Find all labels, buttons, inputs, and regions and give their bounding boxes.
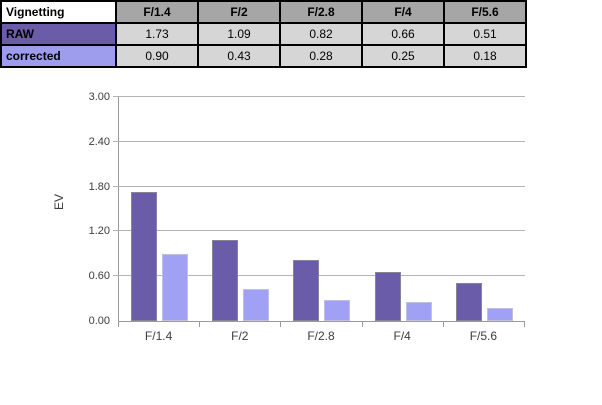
table-title: Vignetting <box>0 0 117 24</box>
bar-group-F/2.8 <box>281 97 362 321</box>
gridline <box>113 230 525 232</box>
x-tick-label: F/5.6 <box>469 329 498 343</box>
x-axis-tick-mark <box>524 322 525 327</box>
x-tick-label: F/4 <box>393 329 411 343</box>
bar-group-F/5.6 <box>444 97 525 321</box>
bar-group-F/4 <box>363 97 444 321</box>
row-label-corrected[interactable]: corrected <box>0 44 117 68</box>
bar-group-F/2 <box>200 97 281 321</box>
cell-corrected-f1.4[interactable]: 0.90 <box>115 44 199 68</box>
gridline <box>113 96 525 97</box>
y-tick-label: 1.20 <box>88 225 110 238</box>
gridline <box>113 185 525 187</box>
cell-corrected-f5.6[interactable]: 0.18 <box>443 44 527 68</box>
bar-raw-F/4 <box>374 272 401 321</box>
table-row-raw: RAW 1.73 1.09 0.82 0.66 0.51 <box>0 22 527 46</box>
ev-bar-chart[interactable]: EV 0.00 0.60 1.20 1.80 2.40 3.00 F/1.4 F/2 F/2.… <box>0 85 602 375</box>
x-axis-tick-mark <box>118 322 119 327</box>
cell-corrected-f2[interactable]: 0.43 <box>197 44 281 68</box>
column-header-f4[interactable]: F/4 <box>361 0 445 24</box>
bar-corrected-F/4 <box>405 302 432 321</box>
bar-group-F/1.4 <box>119 97 200 321</box>
bar-corrected-F/5.6 <box>486 308 513 321</box>
vignetting-table: Vignetting F/1.4 F/2 F/2.8 F/4 F/5.6 RAW… <box>0 0 527 68</box>
y-tick-label: 3.00 <box>88 91 110 103</box>
cell-raw-f5.6[interactable]: 0.51 <box>443 22 527 46</box>
column-header-f2.8[interactable]: F/2.8 <box>279 0 363 24</box>
x-axis-tick-mark <box>442 322 444 327</box>
cell-raw-f2.8[interactable]: 0.82 <box>279 22 363 46</box>
y-tick-label: 0.00 <box>88 315 110 327</box>
x-tick-label: F/2 <box>231 329 249 343</box>
table-header-row: Vignetting F/1.4 F/2 F/2.8 F/4 F/5.6 <box>0 0 527 24</box>
cell-corrected-f4[interactable]: 0.25 <box>361 44 445 68</box>
plot-area <box>113 96 525 322</box>
row-label-raw[interactable]: RAW <box>0 22 117 46</box>
y-tick-label: 0.60 <box>88 270 110 283</box>
bar-raw-F/1.4 <box>131 192 158 321</box>
bar-corrected-F/2 <box>243 289 270 321</box>
cell-raw-f1.4[interactable]: 1.73 <box>115 22 199 46</box>
y-tick-label: 1.80 <box>88 180 110 193</box>
cell-raw-f2[interactable]: 1.09 <box>197 22 281 46</box>
bar-raw-F/5.6 <box>455 283 482 321</box>
x-axis-tick-mark <box>280 322 282 327</box>
column-header-f5.6[interactable]: F/5.6 <box>443 0 527 24</box>
bar-raw-F/2 <box>212 240 239 321</box>
gridline <box>113 140 525 142</box>
x-axis-tick-mark <box>199 322 201 327</box>
bar-corrected-F/1.4 <box>162 254 189 321</box>
y-tick-label: 2.40 <box>88 135 110 148</box>
cell-corrected-f2.8[interactable]: 0.28 <box>279 44 363 68</box>
bar-corrected-F/2.8 <box>324 300 351 321</box>
column-header-f2[interactable]: F/2 <box>197 0 281 24</box>
x-tick-label: F/2.8 <box>307 329 335 343</box>
x-tick-label: F/1.4 <box>144 329 173 343</box>
column-header-f1.4[interactable]: F/1.4 <box>115 0 199 24</box>
cell-raw-f4[interactable]: 0.66 <box>361 22 445 46</box>
x-axis-tick-mark <box>361 322 363 327</box>
table-row-corrected: corrected 0.90 0.43 0.28 0.25 0.18 <box>0 44 527 68</box>
bar-raw-F/2.8 <box>293 260 320 321</box>
